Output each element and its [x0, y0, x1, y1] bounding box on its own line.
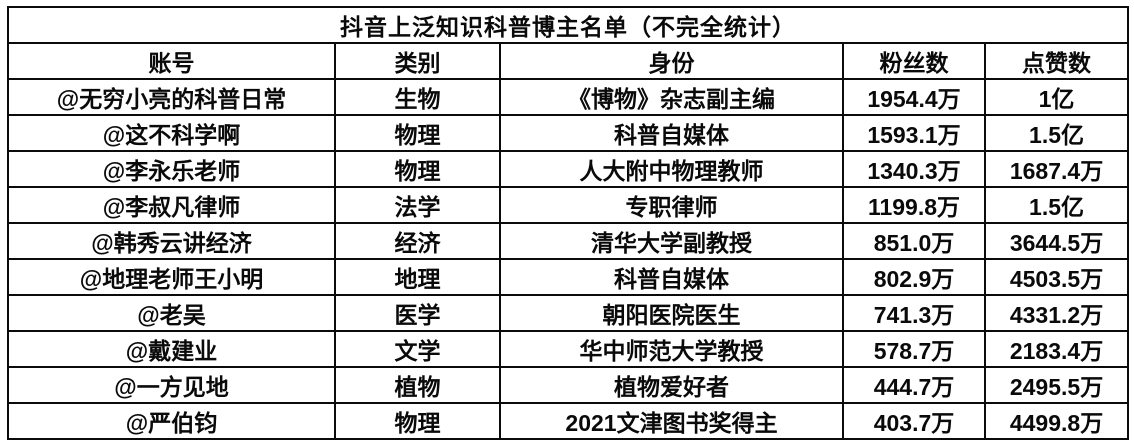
table-cell: 1954.4万	[842, 78, 986, 116]
table-cell: 法学	[334, 186, 501, 224]
table-cell: 专职律师	[499, 186, 844, 224]
table-cell: 1340.3万	[842, 150, 986, 188]
table-cell: 2021文津图书奖得主	[499, 402, 844, 440]
table-cell: @这不科学啊	[7, 114, 336, 152]
table-cell: 经济	[334, 222, 501, 260]
table-cell: 578.7万	[842, 330, 986, 368]
table-cell: @一方见地	[7, 366, 336, 404]
table-row: @一方见地 植物 植物爱好者 444.7万 2495.5万	[7, 366, 1130, 404]
table-cell: 医学	[334, 294, 501, 332]
table-row: @这不科学啊 物理 科普自媒体 1593.1万 1.5亿	[7, 114, 1130, 152]
table-cell: 地理	[334, 258, 501, 296]
table-cell: 科普自媒体	[499, 114, 844, 152]
blogger-table: 抖音上泛知识科普博主名单（不完全统计） 账号 类别 身份 粉丝数 点赞数 @无穷…	[6, 6, 1130, 440]
table-cell: 4503.5万	[983, 258, 1130, 296]
table-cell: 清华大学副教授	[499, 222, 844, 260]
column-header-account: 账号	[7, 42, 336, 80]
table-row: @无穷小亮的科普日常 生物 《博物》杂志副主编 1954.4万 1亿	[7, 78, 1130, 116]
table-title: 抖音上泛知识科普博主名单（不完全统计）	[6, 6, 1130, 44]
table-cell: 1.5亿	[983, 186, 1130, 224]
table-cell: @韩秀云讲经济	[7, 222, 336, 260]
table-cell: 物理	[334, 114, 501, 152]
table-cell: 2495.5万	[983, 366, 1130, 404]
table-row: @李叔凡律师 法学 专职律师 1199.8万 1.5亿	[7, 186, 1130, 224]
table-title-row: 抖音上泛知识科普博主名单（不完全统计）	[6, 6, 1130, 44]
table-cell: 科普自媒体	[499, 258, 844, 296]
column-header-category: 类别	[334, 42, 501, 80]
table-row: @地理老师王小明 地理 科普自媒体 802.9万 4503.5万	[7, 258, 1130, 296]
table-cell: 物理	[334, 402, 501, 440]
table-cell: 植物爱好者	[499, 366, 844, 404]
table-row: @严伯钧 物理 2021文津图书奖得主 403.7万 4499.8万	[7, 402, 1130, 440]
table-cell: 人大附中物理教师	[499, 150, 844, 188]
table-cell: 802.9万	[842, 258, 986, 296]
table-cell: @地理老师王小明	[7, 258, 336, 296]
table-cell: 1687.4万	[983, 150, 1130, 188]
table-cell: 2183.4万	[983, 330, 1130, 368]
table-row: @戴建业 文学 华中师范大学教授 578.7万 2183.4万	[7, 330, 1130, 368]
table-cell: 1亿	[983, 78, 1130, 116]
table-body: @无穷小亮的科普日常 生物 《博物》杂志副主编 1954.4万 1亿 @这不科学啊 物理 科普…	[7, 78, 1130, 440]
table-cell: 444.7万	[842, 366, 986, 404]
table-cell: 741.3万	[842, 294, 986, 332]
table-cell: 朝阳医院医生	[499, 294, 844, 332]
table-cell: 851.0万	[842, 222, 986, 260]
table-sheet: 抖音上泛知识科普博主名单（不完全统计） 账号 类别 身份 粉丝数 点赞数 @无穷…	[6, 6, 1130, 440]
table-cell: 4499.8万	[983, 402, 1130, 440]
table-row: @李永乐老师 物理 人大附中物理教师 1340.3万 1687.4万	[7, 150, 1130, 188]
table-cell: @严伯钧	[7, 402, 336, 440]
table-header-row: 账号 类别 身份 粉丝数 点赞数	[7, 42, 1130, 80]
table-cell: 403.7万	[842, 402, 986, 440]
table-cell: 1199.8万	[842, 186, 986, 224]
table-cell: 文学	[334, 330, 501, 368]
table-cell: 1593.1万	[842, 114, 986, 152]
table-cell: @李叔凡律师	[7, 186, 336, 224]
table-cell: 3644.5万	[983, 222, 1130, 260]
table-cell: 物理	[334, 150, 501, 188]
table-cell: @无穷小亮的科普日常	[7, 78, 336, 116]
table-cell: 《博物》杂志副主编	[499, 78, 844, 116]
table-cell: 植物	[334, 366, 501, 404]
table-cell: 生物	[334, 78, 501, 116]
column-header-identity: 身份	[499, 42, 844, 80]
table-row: @老吴 医学 朝阳医院医生 741.3万 4331.2万	[7, 294, 1130, 332]
table-cell: 1.5亿	[983, 114, 1130, 152]
table-cell: 华中师范大学教授	[499, 330, 844, 368]
table-cell: @李永乐老师	[7, 150, 336, 188]
table-cell: @老吴	[7, 294, 336, 332]
table-cell: @戴建业	[7, 330, 336, 368]
table-row: @韩秀云讲经济 经济 清华大学副教授 851.0万 3644.5万	[7, 222, 1130, 260]
column-header-fans: 粉丝数	[842, 42, 986, 80]
column-header-likes: 点赞数	[983, 42, 1130, 80]
table-cell: 4331.2万	[983, 294, 1130, 332]
